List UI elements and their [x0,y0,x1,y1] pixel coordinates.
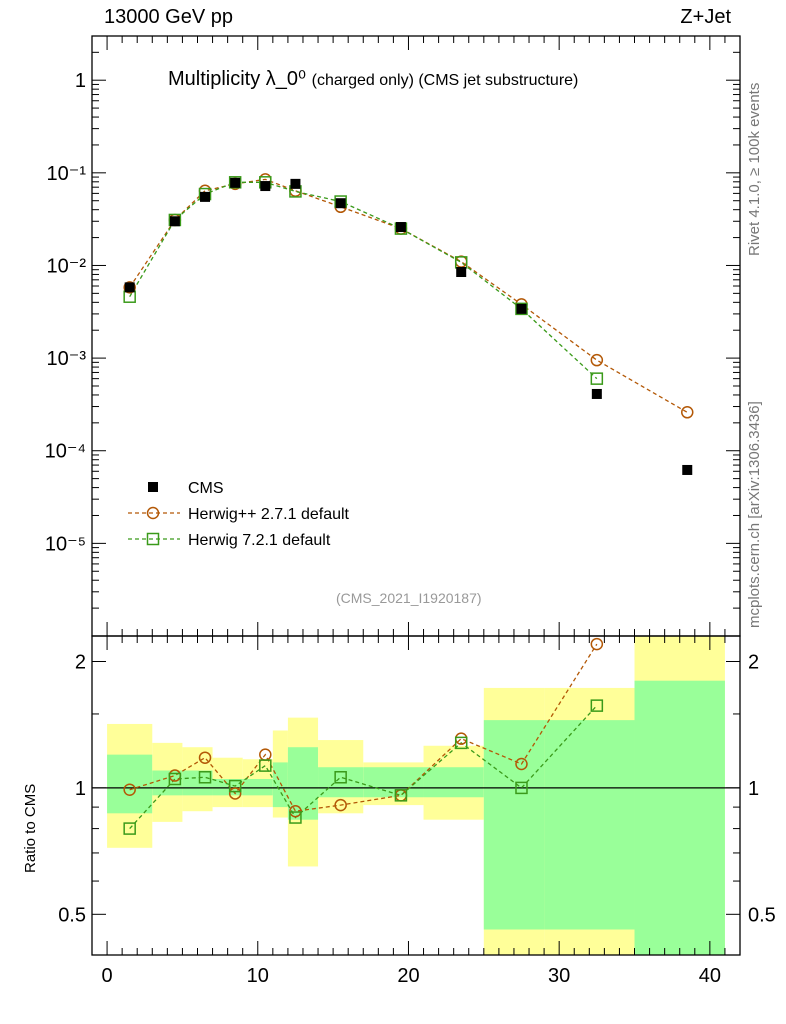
legend-label: Herwig++ 2.7.1 default [188,506,350,523]
cms-point [335,198,346,209]
ratio-herwig7-point [123,822,136,835]
ratio-herwig7-point [590,699,604,712]
header-energy: 13000 GeV pp [104,6,233,28]
ratio-band-inner [272,762,288,808]
main-y-tick-label: 10⁻³ [47,348,87,370]
cms-point [516,303,527,314]
ratio-herwigpp-line [129,643,598,812]
plot-title-main: Multiplicity λ_0⁰ [168,68,307,90]
herwig7-line [129,181,598,380]
ratio-herwig7-point [168,772,182,786]
legend-cms-marker [148,482,158,492]
ratio-herwig7-line [129,705,598,830]
herwig7-point [590,372,604,385]
ratio-herwigpp-point [289,804,302,818]
main-y-tick-label: 10⁻¹ [47,163,87,185]
ratio-herwigpp-point [123,783,136,796]
ratio-herwigpp-point [334,798,347,812]
ratio-y-tick-label: 0.5 [58,904,86,926]
ratio-herwig7-point [259,759,272,772]
legend-herwig7-marker [146,532,160,546]
ratio-y-tick-label: 1 [75,778,86,800]
ratio-herwig7-point [198,771,212,784]
ratio-x-tick-label: 30 [548,965,570,987]
ratio-plot-frame [91,635,741,956]
ratio-y-tick-label-right: 1 [748,778,759,800]
ratio-herwigpp-point [228,787,242,800]
cms-point [230,177,241,188]
plot-title: Multiplicity λ_0⁰ (charged only) (CMS je… [168,66,578,91]
ratio-herwig7-point [228,779,242,793]
ratio-band-inner [544,720,635,930]
ratio-band-inner [363,767,424,798]
legend-label: CMS [188,480,224,497]
ratio-herwig7-point [289,811,302,824]
main-y-tick-label: 10⁻⁴ [45,441,86,463]
cms-point [124,282,135,293]
cms-point [290,178,301,189]
ratio-x-tick-label: 40 [699,965,721,987]
herwigpp-point [454,255,468,268]
ratio-y-tick-label: 2 [75,651,86,673]
ratio-x-tick-label: 10 [247,965,269,987]
cms-point [591,388,602,399]
cms-point [456,267,467,278]
ratio-band-inner [423,767,484,798]
cms-point [260,181,271,192]
ratio-y-tick-label-right: 0.5 [748,904,776,926]
header-process: Z+Jet [680,6,731,28]
ratio-x-tick-label: 20 [397,965,419,987]
ratio-band-inner [483,720,545,930]
cms-point [200,191,211,202]
ratio-y-tick-label-right: 2 [748,651,759,673]
ratio-x-tick-label: 0 [102,965,113,987]
ratio-herwigpp-point [590,637,604,651]
ratio-herwigpp-point [515,757,528,771]
herwigpp-point [590,353,604,367]
ratio-band-inner [242,778,273,796]
ratio-band-inner [634,680,725,955]
ratio-herwig7-point [394,789,408,802]
ratio-band-inner [212,778,243,796]
ratio-herwig7-point [334,771,347,784]
main-y-tick-label: 1 [75,70,86,92]
plot-title-sub: (charged only) (CMS jet substructure) [311,72,579,89]
herwigpp-point [681,406,694,419]
ratio-herwig7-point [454,736,468,750]
cms-point [682,464,693,475]
main-y-tick-label: 10⁻² [47,255,87,277]
analysis-id: (CMS_2021_I1920187) [336,590,482,606]
herwigpp-point [123,281,136,294]
herwigpp-line [129,178,688,413]
ratio-herwigpp-point [198,751,212,764]
legend-label: Herwig 7.2.1 default [188,532,331,549]
herwig7-point [515,302,528,316]
cms-point [169,216,180,227]
cms-point [395,222,406,233]
legend-herwigpp-marker [146,506,160,520]
ratio-herwig7-point [515,781,528,795]
main-y-tick-label: 10⁻⁵ [45,533,86,555]
